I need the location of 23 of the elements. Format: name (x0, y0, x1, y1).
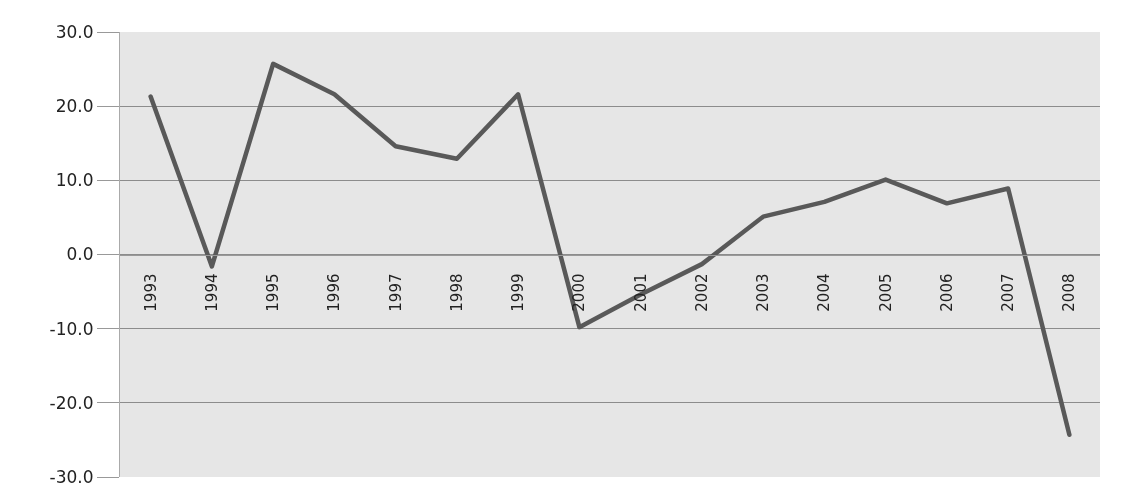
x-tick-label: 2002 (692, 273, 711, 312)
x-tick-label: 1995 (264, 273, 283, 312)
y-tick-label: 30.0 (55, 21, 94, 42)
x-tick-label: 1994 (202, 273, 221, 312)
x-tick-label: 2001 (631, 273, 650, 312)
x-tick-label: 2003 (754, 273, 773, 312)
y-tick-label: -20.0 (49, 392, 94, 413)
y-tick-label: -10.0 (49, 318, 94, 339)
x-tick-label: 1998 (447, 273, 466, 312)
y-tick-label: -30.0 (49, 466, 94, 487)
y-tick-label: 0.0 (66, 244, 94, 265)
x-tick-label: 2004 (815, 273, 834, 312)
x-tick-label: 2006 (937, 273, 956, 312)
x-tick-label: 2005 (876, 273, 895, 312)
x-tick-label: 1993 (141, 273, 160, 312)
x-tick-label: 1997 (386, 273, 405, 312)
x-tick-label: 2000 (570, 273, 589, 312)
x-tick-label: 1996 (325, 273, 344, 312)
x-tick-label: 1999 (509, 273, 528, 312)
x-tick-label: 2007 (999, 273, 1018, 312)
y-tick-label: 10.0 (55, 170, 94, 191)
x-tick-label: 2008 (1060, 273, 1079, 312)
y-tick-label: 20.0 (55, 96, 94, 117)
